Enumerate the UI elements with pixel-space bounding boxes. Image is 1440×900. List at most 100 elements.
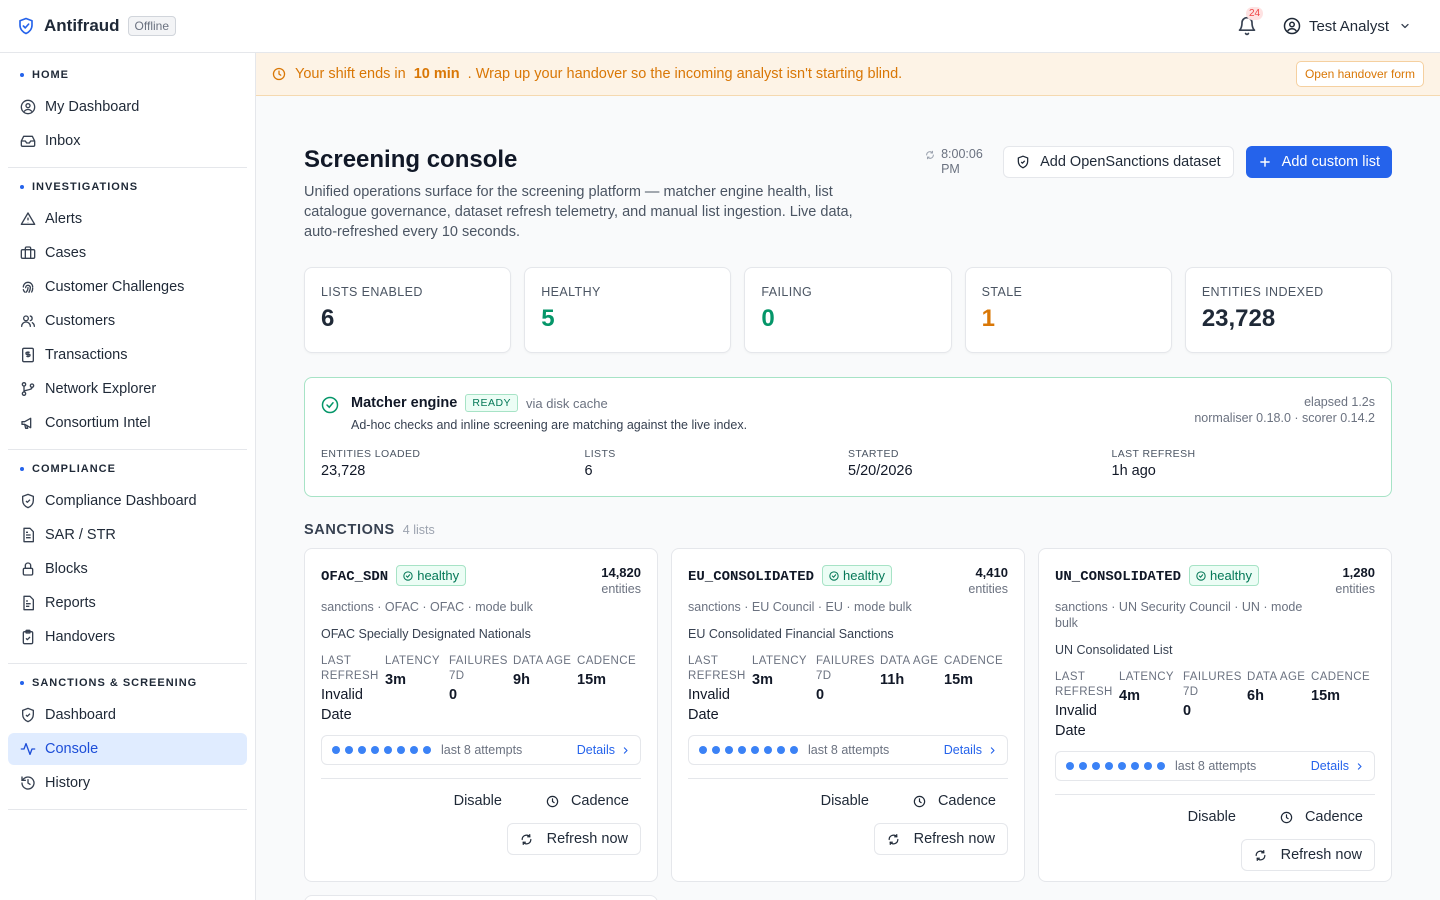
clock-icon: [546, 795, 559, 807]
refresh-now-button[interactable]: Refresh now: [506, 823, 641, 855]
sidebar-item-dashboard[interactable]: Dashboard: [8, 699, 247, 731]
shield-check-icon: [22, 707, 34, 723]
notifications-button[interactable]: 24: [1237, 7, 1264, 36]
clock-icon: [913, 795, 926, 807]
nav-section-compliance: COMPLIANCE Compliance Dashboard SAR / ST…: [8, 459, 247, 664]
clipboard-check-icon: [22, 629, 34, 645]
check-circle-icon: [403, 570, 413, 581]
sidebar-item-console[interactable]: Console: [8, 733, 247, 765]
metric-label: CADENCE: [1311, 671, 1371, 683]
sidebar-item-label: Blocks: [45, 561, 88, 577]
refresh-icon: [521, 833, 532, 845]
refresh-now-button[interactable]: Refresh now: [873, 823, 1008, 855]
disable-button[interactable]: Disable: [453, 793, 502, 809]
sidebar-item-cases[interactable]: Cases: [8, 237, 247, 269]
stats-row: LISTS ENABLED 6 HEALTHY 5 FAILING 0 STAL…: [304, 267, 1393, 353]
list-card: UN_CONSOLIDATED healthy 1,280 entities sa…: [1038, 548, 1392, 882]
metric-label: CADENCE: [577, 655, 637, 667]
entity-count: 1,280 entities: [1335, 565, 1375, 596]
nav-section-home: HOME My Dashboard Inbox: [8, 65, 247, 168]
add-opensanctions-button[interactable]: Add OpenSanctions dataset: [1003, 146, 1234, 178]
sidebar-item-network-explorer[interactable]: Network Explorer: [8, 373, 247, 405]
user-circle-icon: [20, 99, 36, 115]
sidebar-item-inbox[interactable]: Inbox: [8, 125, 247, 157]
cadence-button[interactable]: Cadence: [1268, 809, 1375, 825]
banner-highlight: 10 min: [413, 66, 460, 82]
stat-card: FAILING 0: [744, 267, 952, 353]
stat-value: 1: [981, 305, 995, 332]
chevron-down-icon[interactable]: [1399, 20, 1411, 32]
sidebar-item-compliance-dashboard[interactable]: Compliance Dashboard: [8, 485, 247, 517]
metric-label: DATA AGE: [1247, 671, 1306, 683]
attempt-dot: [1092, 762, 1100, 770]
sidebar-item-reports[interactable]: Reports: [8, 587, 247, 619]
cadence-button[interactable]: Cadence: [901, 793, 1008, 809]
sidebar-item-sar-str[interactable]: SAR / STR: [8, 519, 247, 551]
sidebar-item-customer-challenges[interactable]: Customer Challenges: [8, 271, 247, 303]
attempts-strip: last 8 attempts Details: [321, 735, 641, 765]
status-badge: Offline: [127, 16, 177, 36]
add-custom-list-button[interactable]: Add custom list: [1245, 146, 1392, 178]
attempt-dot: [397, 746, 405, 754]
warning-triangle-icon: [20, 212, 36, 225]
group-title: SANCTIONS: [304, 522, 395, 538]
attempt-dot: [1144, 762, 1152, 770]
disable-button[interactable]: Disable: [1187, 809, 1236, 825]
sidebar-item-label: History: [45, 775, 91, 791]
clock-icon: [272, 67, 286, 81]
metric-label: LAST REFRESH: [321, 655, 379, 682]
sidebar-item-my-dashboard[interactable]: My Dashboard: [8, 91, 247, 123]
metric-label: LAST REFRESH: [1055, 671, 1113, 698]
stat-label: HEALTHY: [541, 285, 601, 299]
metric: CADENCE 15m: [944, 654, 1008, 725]
divider: [688, 778, 1008, 779]
metric-value: Invalid Date: [321, 687, 363, 723]
sidebar-item-handovers[interactable]: Handovers: [8, 621, 247, 653]
list-metrics: LAST REFRESH Invalid Date LATENCY 3m FAILURE…: [688, 654, 1008, 725]
metric-label: LATENCY: [752, 655, 807, 667]
refresh-now-button[interactable]: Refresh now: [1240, 839, 1375, 871]
disable-button[interactable]: Disable: [820, 793, 869, 809]
stat-card: HEALTHY 5: [524, 267, 732, 353]
sidebar: HOME My Dashboard Inbox INVESTIGATIONS A…: [0, 53, 256, 900]
section-dot: [20, 467, 24, 471]
sidebar-item-label: Dashboard: [45, 707, 116, 723]
stat-value: 23,728: [1201, 305, 1276, 332]
metric: LAST REFRESH Invalid Date: [688, 654, 752, 725]
list-meta: sanctions · OFAC · OFAC · mode bulk: [321, 600, 533, 614]
metric-label: LAST REFRESH: [688, 655, 746, 682]
sidebar-item-blocks[interactable]: Blocks: [8, 553, 247, 585]
open-handover-button[interactable]: Open handover form: [1295, 61, 1424, 87]
sidebar-item-consortium-intel[interactable]: Consortium Intel: [8, 407, 247, 439]
sidebar-item-label: SAR / STR: [45, 527, 116, 543]
user-circle-icon[interactable]: [1283, 17, 1301, 35]
shift-banner: Your shift ends in 10 min . Wrap up your…: [256, 53, 1440, 96]
user-menu[interactable]: Test Analyst: [1308, 17, 1389, 35]
stat-label: STALE: [981, 285, 1023, 299]
attempt-dot: [371, 746, 379, 754]
stat-card: STALE 1: [964, 267, 1172, 353]
attempt-dots: [699, 746, 798, 754]
metric: LAST REFRESH Invalid Date: [1055, 670, 1119, 741]
metric-label: FAILURES 7D: [1183, 671, 1242, 698]
details-link[interactable]: Details: [1311, 759, 1364, 773]
fingerprint-icon: [22, 281, 34, 293]
details-link[interactable]: Details: [577, 743, 630, 757]
megaphone-icon: [21, 417, 32, 429]
metric-label: DATA AGE: [513, 655, 572, 667]
notification-count: 24: [1245, 7, 1264, 20]
metric: FAILURES 7D 0: [816, 654, 880, 725]
sidebar-item-transactions[interactable]: Transactions: [8, 339, 247, 371]
list-cards: OFAC_SDN healthy 14,820 entities sanction…: [304, 548, 1392, 882]
sidebar-item-alerts[interactable]: Alerts: [8, 203, 247, 235]
sidebar-item-customers[interactable]: Customers: [8, 305, 247, 337]
cadence-button[interactable]: Cadence: [534, 793, 641, 809]
chevron-right-icon: [1357, 762, 1362, 770]
metric: DATA AGE 11h: [880, 654, 944, 725]
metric-value: 0: [816, 687, 825, 703]
details-link[interactable]: Details: [944, 743, 997, 757]
sidebar-item-history[interactable]: History: [8, 767, 247, 799]
nav-section-investigations: INVESTIGATIONS Alerts Cases Customer Cha…: [8, 177, 247, 450]
nav-section-sanctions: SANCTIONS & SCREENING Dashboard Console …: [8, 673, 247, 810]
refresh-icon: [926, 150, 934, 160]
